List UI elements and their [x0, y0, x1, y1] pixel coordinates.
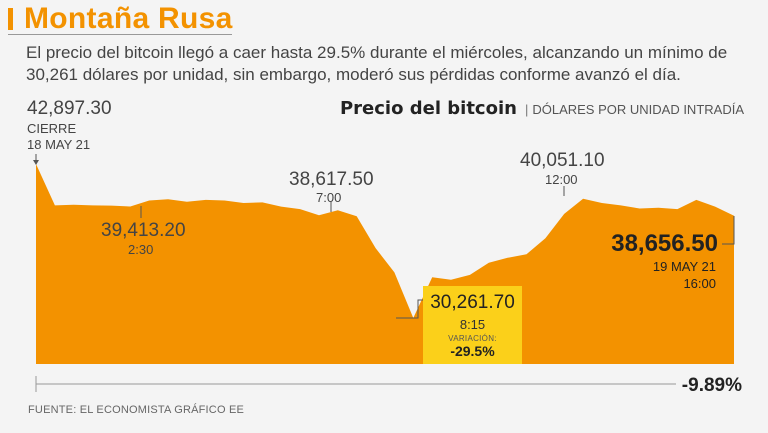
start-close-label: CIERRE — [27, 121, 77, 136]
max-value-label: 40,051.10 — [520, 150, 605, 171]
start-date-label: 18 MAY 21 — [27, 137, 91, 152]
point-7-00-value: 38,617.50 — [289, 169, 374, 190]
title-underline — [8, 34, 232, 35]
chart-title: Precio del bitcoin — [339, 98, 517, 119]
chart-heading: Precio del bitcoin | DÓLARES POR UNIDAD IN… — [340, 98, 744, 119]
leader-min — [396, 299, 424, 319]
variation-value: -29.5% — [450, 343, 495, 359]
close-time-label: 16:00 — [683, 276, 716, 291]
subtitle: El precio del bitcoin llegó a caer hasta… — [26, 43, 728, 84]
point-2-30-time: 2:30 — [128, 242, 154, 257]
close-value-label: 38,656.50 — [611, 230, 718, 257]
chart-heading-separator: | — [524, 102, 529, 117]
leader-close — [722, 216, 735, 245]
page-title: Montaña Rusa — [24, 2, 233, 35]
max-time-label: 12:00 — [545, 172, 578, 187]
title-accent-bar — [8, 8, 13, 30]
point-7-00-time: 7:00 — [316, 190, 342, 205]
total-variation-label: -9.89% — [681, 375, 742, 396]
variation-caption: VARIACIÓN: — [448, 334, 497, 343]
start-value-label: 42,897.30 — [27, 98, 112, 119]
close-date-label: 19 MAY 21 — [652, 259, 716, 274]
price-area — [36, 164, 734, 364]
chart-unit: DÓLARES POR UNIDAD INTRADÍA — [532, 102, 744, 117]
point-2-30-value: 39,413.20 — [101, 220, 186, 241]
min-time-label: 8:15 — [459, 317, 486, 332]
min-value-label: 30,261.70 — [430, 292, 515, 313]
source-note: FUENTE: EL ECONOMISTA GRÁFICO EE — [28, 404, 245, 416]
minimum-highlight-box — [423, 286, 522, 364]
variation-scale — [35, 376, 676, 392]
start-arrow-icon — [33, 160, 39, 165]
